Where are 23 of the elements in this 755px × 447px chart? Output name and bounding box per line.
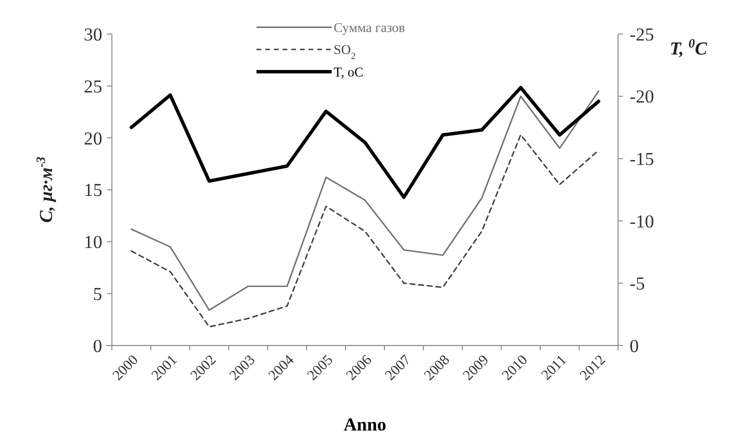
y-tick-label: 15 (84, 180, 102, 200)
y2-axis-title: T, $^{0}$C (670, 36, 708, 58)
line-series (130, 90, 600, 311)
y-tick-label: 30 (84, 24, 102, 44)
y2-tick-label: -25 (630, 24, 654, 44)
y2-tick-label: -20 (630, 86, 654, 107)
line-series (130, 86, 600, 199)
line-series (130, 134, 600, 328)
y2-tick-label: -5 (630, 274, 645, 294)
text: Сумма газов (334, 20, 406, 36)
y2-tick-label: -15 (630, 149, 654, 170)
y-tick-label: 10 (84, 232, 102, 252)
y-tick-label: 5 (93, 284, 102, 304)
x-tick-label: 2001 (148, 352, 181, 384)
text: SO$_{2}$ (334, 42, 356, 62)
y2-tick-label: -10 (630, 211, 654, 232)
y-tick-label: 25 (84, 76, 102, 96)
text: T, oC (334, 64, 364, 80)
y-tick-label: 20 (84, 128, 102, 148)
y2-tick-label: 0 (630, 336, 639, 356)
x-tick-label: 2011 (538, 352, 570, 384)
y-tick-label: 0 (93, 336, 102, 356)
x-axis-title: Anno (344, 414, 386, 434)
